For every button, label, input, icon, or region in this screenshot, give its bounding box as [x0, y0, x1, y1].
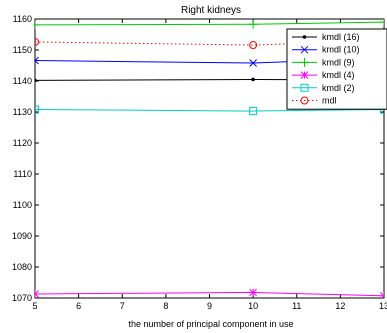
data-point: [35, 105, 39, 114]
data-point: [379, 19, 384, 27]
x-tick-label: 8: [163, 301, 168, 311]
y-tick-label: 1140: [13, 76, 32, 86]
series-line: [35, 109, 384, 112]
data-point: [35, 56, 39, 65]
y-tick-label: 1110: [13, 169, 32, 179]
data-point: [35, 290, 39, 298]
legend-label: kmdl (2): [322, 83, 355, 93]
y-axis: 1070 1080 1090 1100 1110 1120 1130 1140 1150 1160: [12, 14, 384, 303]
legend-box: [286, 28, 387, 110]
legend-label: kmdl (16): [322, 32, 360, 42]
data-point: [35, 78, 37, 83]
y-tick-label: 1150: [13, 45, 32, 55]
x-tick-label: 13: [379, 301, 387, 311]
legend-label: kmdl (4): [322, 70, 355, 80]
y-tick-label: 1160: [13, 14, 32, 24]
data-point: [249, 41, 258, 50]
data-point: [249, 107, 258, 116]
y-tick-label: 1100: [13, 200, 32, 210]
data-point: [35, 20, 40, 30]
series-2: [35, 19, 384, 30]
x-tick-label: 5: [32, 301, 37, 311]
legend-marker: [300, 45, 309, 54]
data-point: [380, 291, 384, 298]
legend-marker: [302, 35, 307, 39]
legend-marker: [300, 71, 309, 79]
legend-item: kmdl (2): [292, 83, 355, 93]
series-3: [35, 288, 384, 298]
y-tick-label: 1130: [13, 107, 32, 117]
data-point: [249, 288, 257, 297]
x-tick-label: 9: [207, 301, 212, 311]
legend-marker: [300, 96, 309, 105]
legend-item: kmdl (16): [292, 32, 360, 42]
legend-label: mdl: [322, 96, 337, 106]
y-tick-label: 1090: [12, 231, 32, 241]
legend-item: kmdl (4): [292, 70, 355, 80]
data-point: [251, 77, 255, 82]
legend-marker: [300, 57, 309, 67]
data-point: [248, 19, 258, 29]
x-tick-label: 6: [76, 301, 81, 311]
data-point: [249, 59, 257, 67]
chart-title: Right kidneys: [181, 5, 241, 16]
x-tick-label: 7: [120, 301, 125, 311]
legend-item: kmdl (9): [292, 57, 355, 67]
legend-item: kmdl (10): [292, 45, 360, 55]
legend-label: kmdl (9): [322, 57, 355, 67]
y-tick-label: 1080: [12, 262, 32, 272]
x-tick-label: 12: [335, 301, 345, 311]
data-point: [35, 37, 39, 46]
legend-item: mdl: [292, 96, 337, 106]
y-tick-label: 1120: [13, 138, 32, 148]
x-tick-label: 10: [248, 301, 258, 311]
legend: kmdl (16) kmdl (10) kmdl (9) kmdl (4) kmdl (…: [286, 28, 387, 110]
x-axis-label: the number of principal component in use: [128, 319, 293, 329]
legend-label: kmdl (10): [322, 45, 360, 55]
legend-marker: [300, 83, 309, 92]
x-tick-label: 11: [292, 301, 301, 311]
y-tick-label: 1070: [12, 293, 32, 303]
